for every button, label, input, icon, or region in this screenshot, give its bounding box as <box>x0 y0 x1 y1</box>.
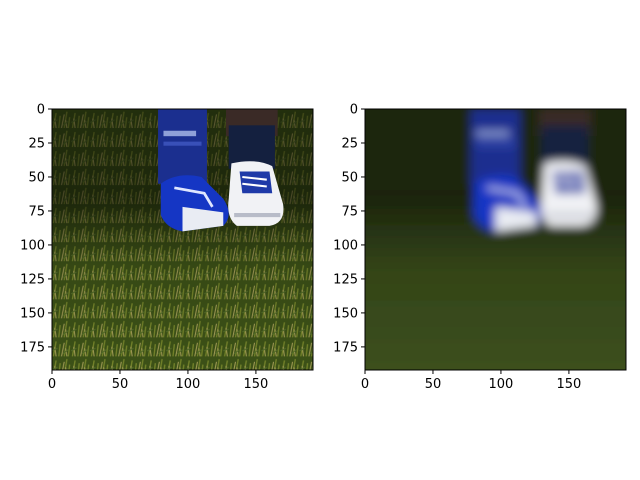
axes-right-frame <box>364 108 627 371</box>
y-tick-label-left: 0 <box>37 103 45 118</box>
x-tick-label-right: 100 <box>489 377 514 392</box>
y-tick-label-left: 150 <box>20 306 45 321</box>
y-tick-label-left: 25 <box>28 136 45 151</box>
x-tick-label-left: 150 <box>243 377 268 392</box>
y-tick-label-left: 100 <box>20 238 45 253</box>
y-tick-label-right: 25 <box>341 136 358 151</box>
y-tick-label-right: 175 <box>333 340 358 355</box>
axes-left-frame <box>51 108 314 371</box>
y-tick-label-left: 125 <box>20 272 45 287</box>
image-sharp <box>52 109 313 370</box>
y-tick-label-left: 50 <box>28 170 45 185</box>
axes-right: 0 50 100 150 0 25 50 75 100 125 150 175 <box>333 103 627 393</box>
x-tick-label-left: 50 <box>112 377 129 392</box>
y-tick-label-right: 0 <box>350 103 358 118</box>
y-tick-label-right: 50 <box>341 170 358 185</box>
y-tick-label-right: 75 <box>341 204 358 219</box>
y-tick-label-right: 150 <box>333 306 358 321</box>
x-tick-label-right: 150 <box>556 377 581 392</box>
x-tick-label-left: 0 <box>48 377 56 392</box>
y-tick-label-right: 125 <box>333 272 358 287</box>
axes-left-ticks: 0 50 100 150 0 25 50 75 100 125 150 175 <box>20 103 268 393</box>
y-tick-label-left: 75 <box>28 204 45 219</box>
y-tick-label-left: 175 <box>20 340 45 355</box>
x-tick-label-left: 100 <box>176 377 201 392</box>
x-tick-label-right: 0 <box>361 377 369 392</box>
axes-right-ticks: 0 50 100 150 0 25 50 75 100 125 150 175 <box>333 103 581 393</box>
y-tick-label-right: 100 <box>333 238 358 253</box>
x-tick-label-right: 50 <box>425 377 442 392</box>
image-blurred <box>365 109 626 370</box>
axes-left: 0 50 100 150 0 25 50 75 100 125 150 175 <box>20 103 314 393</box>
